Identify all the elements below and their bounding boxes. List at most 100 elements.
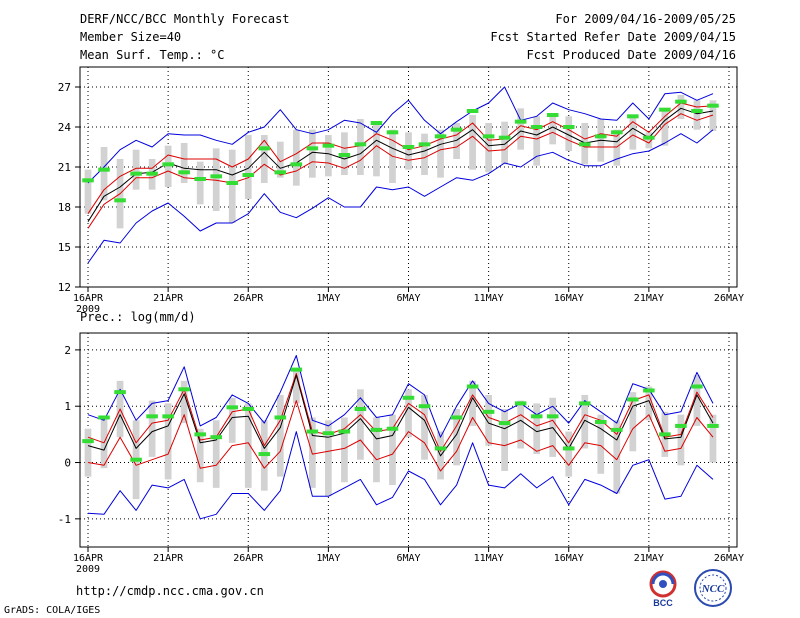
prec-box [325, 420, 332, 497]
temp-box [196, 161, 204, 205]
temp-box [469, 115, 476, 170]
prec-box [613, 420, 621, 494]
temp-y-tick-label: 15 [58, 241, 71, 254]
prec-box [693, 375, 701, 426]
produced-date: Fcst Produced Date 2009/04/16 [526, 48, 736, 62]
temp-median-mark [530, 125, 543, 129]
temp-box [709, 100, 717, 131]
temp-box [565, 116, 573, 151]
temp-median-mark [627, 114, 639, 119]
temp-box [325, 135, 332, 177]
prec-box [148, 400, 156, 457]
prec-box [533, 403, 541, 455]
prec-y-tick-label: 0 [64, 457, 71, 470]
temp-box [453, 123, 460, 159]
prec-box [501, 409, 509, 471]
temp-box [501, 121, 509, 165]
prec-box [645, 386, 653, 421]
temp-x-tick-label: 6MAY [396, 293, 420, 304]
temp-median-mark [210, 174, 222, 179]
temp-box [228, 149, 236, 223]
prec-box [629, 392, 637, 452]
started-refer-date: Fcst Started Refer Date 2009/04/15 [490, 30, 736, 44]
temp-box [421, 133, 428, 175]
prec-box [517, 400, 525, 449]
temp-median-mark [98, 167, 110, 172]
prec-x-tick-label: 21MAY [634, 553, 664, 564]
prec-median-mark [178, 387, 190, 392]
prec-box [228, 397, 236, 443]
temp-median-mark [611, 130, 623, 135]
temp-y-tick-label: 18 [58, 201, 71, 214]
chart-title: DERF/NCC/BCC Monthly Forecast [80, 12, 290, 26]
prec-median-mark [210, 435, 222, 440]
temp-median-mark [578, 142, 591, 147]
temp-median-mark [707, 103, 719, 108]
temp-median-mark [82, 178, 94, 183]
prec-line-min [87, 431, 714, 520]
temp-median-mark [242, 173, 255, 177]
temp-median-mark [595, 134, 607, 139]
prec-box [341, 417, 348, 483]
prec-line-spread_lo [87, 400, 714, 472]
temp-x-tick-label: 21APR [153, 293, 184, 304]
temp-line-max [87, 86, 714, 184]
prec-x-tick-label: 6MAY [396, 553, 420, 564]
prec-x-tick-label: 16APR [73, 553, 104, 564]
temp-y-tick-label: 12 [58, 281, 71, 294]
precip-chart-title: Prec.: log(mm/d) [80, 310, 196, 324]
prec-median-mark [114, 390, 126, 395]
prec-box [709, 414, 717, 463]
temp-line-spread_lo [87, 113, 714, 229]
temp-median-mark [370, 121, 383, 125]
prec-median-mark [562, 446, 575, 451]
prec-median-mark [322, 431, 335, 436]
prec-median-mark [82, 439, 94, 444]
prec-box [84, 428, 92, 477]
temp-median-mark [691, 109, 703, 113]
temp-median-mark [146, 171, 158, 176]
prec-box [453, 409, 460, 466]
prec-median-mark [466, 384, 479, 389]
temp-median-mark [402, 145, 415, 149]
prec-median-mark [514, 401, 527, 406]
temp-median-mark [562, 125, 575, 129]
prec-box [292, 369, 300, 404]
temp-median-mark [675, 99, 687, 104]
prec-box [389, 414, 396, 486]
temp-line-spread_hi [87, 102, 714, 214]
prec-box [164, 403, 172, 480]
prec-median-mark [386, 426, 399, 431]
prec-y-tick-label: 2 [64, 344, 71, 357]
temp-x-tick-label: 11MAY [474, 293, 504, 304]
source-url[interactable]: http://cmdp.ncc.cma.gov.cn [76, 584, 264, 598]
temp-box [132, 149, 140, 190]
temp-line-mean [87, 107, 714, 222]
temp-median-mark [322, 143, 335, 148]
prec-median-mark [194, 432, 206, 437]
prec-median-mark [370, 427, 383, 432]
prec-median-mark [402, 395, 415, 400]
temp-box [549, 116, 557, 145]
prec-box [565, 431, 573, 477]
temp-median-mark [162, 162, 174, 167]
temp-x-tick-label: 16MAY [554, 293, 584, 304]
temp-median-mark [434, 134, 447, 139]
temp-median-mark [354, 142, 367, 147]
prec-median-mark [290, 367, 303, 372]
temp-x-tick-label: 26MAY [714, 293, 744, 304]
prec-median-mark [258, 452, 271, 457]
member-size-label: Member Size=40 [80, 30, 182, 44]
prec-y-tick-label: -1 [58, 513, 71, 526]
temp-box [373, 121, 380, 177]
temp-box [517, 108, 525, 150]
prec-box [180, 380, 188, 424]
prec-x-tick-label: 26APR [233, 553, 264, 564]
forecast-period: For 2009/04/16-2009/05/25 [555, 12, 736, 26]
temp-x-year-label: 2009 [76, 304, 100, 315]
variable-label: Mean Surf. Temp.: °C [80, 48, 225, 62]
prec-box [405, 389, 412, 438]
temp-box [180, 143, 188, 183]
ncc-logo-text: NCC [701, 583, 725, 595]
